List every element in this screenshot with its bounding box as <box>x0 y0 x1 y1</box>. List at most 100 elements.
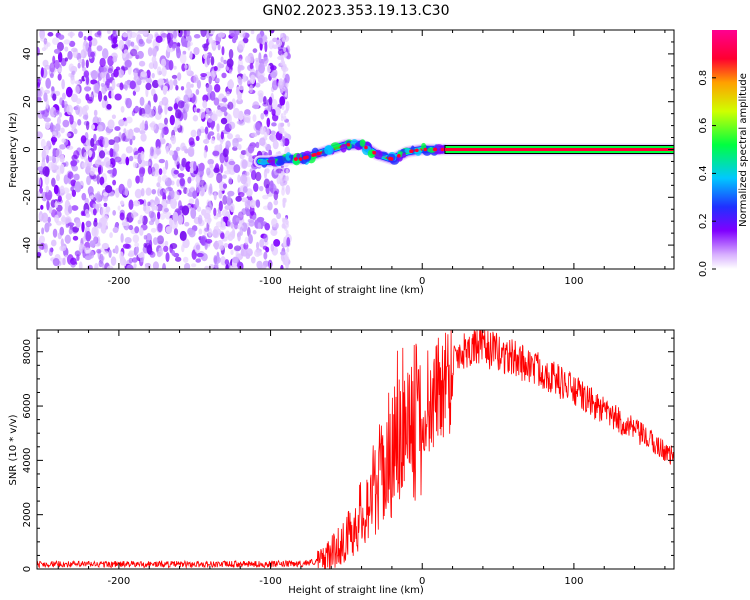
noise-speck <box>155 138 161 149</box>
noise-speck <box>93 143 97 151</box>
noise-speck <box>284 254 288 260</box>
signal-peak <box>415 148 419 153</box>
spectrogram-y-tick-label: -20 <box>22 189 33 205</box>
snr-x-tick-label: 100 <box>564 576 583 587</box>
noise-speck <box>134 105 140 112</box>
noise-speck <box>165 145 169 154</box>
noise-speck <box>208 75 212 85</box>
noise-speck <box>87 46 92 58</box>
noise-speck <box>39 187 43 194</box>
noise-speck <box>100 71 106 79</box>
noise-speck <box>220 56 224 63</box>
noise-speck <box>92 208 97 216</box>
noise-speck <box>265 246 270 253</box>
noise-speck <box>74 181 82 193</box>
noise-speck <box>244 109 251 116</box>
snr-frame <box>36 329 675 570</box>
noise-speck <box>175 146 181 152</box>
noise-speck <box>181 157 187 168</box>
noise-speck <box>99 253 104 265</box>
noise-speck <box>156 182 161 188</box>
noise-speck <box>188 229 196 238</box>
noise-speck <box>270 243 275 252</box>
spectrogram-y-tick-label: 0 <box>22 146 33 152</box>
noise-speck <box>50 136 58 143</box>
noise-speck <box>85 93 90 101</box>
noise-speck <box>235 217 240 222</box>
noise-speck <box>179 178 185 187</box>
noise-speck <box>55 174 60 182</box>
noise-speck <box>112 227 119 234</box>
noise-speck <box>280 251 286 256</box>
noise-speck <box>156 66 162 76</box>
noise-speck <box>77 62 81 69</box>
noise-speck <box>285 187 289 193</box>
noise-speck <box>94 82 100 94</box>
noise-speck <box>200 185 205 196</box>
noise-speck <box>37 166 45 172</box>
noise-speck <box>148 220 155 226</box>
noise-speck <box>258 52 262 62</box>
noise-speck <box>113 68 119 78</box>
noise-speck <box>162 85 169 93</box>
noise-speck <box>84 145 91 151</box>
noise-speck <box>192 115 199 122</box>
noise-speck <box>227 219 232 228</box>
noise-speck <box>84 209 90 215</box>
noise-speck <box>141 159 146 168</box>
noise-speck <box>65 223 70 228</box>
noise-speck <box>44 64 51 70</box>
noise-speck <box>118 119 125 127</box>
noise-speck <box>71 205 79 211</box>
noise-speck <box>94 192 100 200</box>
noise-speck <box>193 74 199 84</box>
signal-peak <box>372 150 376 155</box>
noise-speck <box>213 97 220 106</box>
noise-speck <box>106 82 110 89</box>
noise-speck <box>110 90 115 99</box>
noise-speck <box>129 138 133 146</box>
noise-speck <box>218 63 225 69</box>
noise-speck <box>160 58 167 67</box>
noise-speck <box>169 242 178 250</box>
noise-speck <box>43 39 49 50</box>
noise-speck <box>98 164 104 175</box>
signal-peak <box>298 157 303 161</box>
noise-speck <box>157 78 165 86</box>
noise-speck <box>150 227 157 233</box>
noise-speck <box>73 150 80 159</box>
spectrogram-x-tick-label: 0 <box>419 276 425 287</box>
noise-speck <box>280 141 284 147</box>
noise-speck <box>90 38 98 47</box>
noise-speck <box>153 93 158 103</box>
noise-speck <box>250 30 255 35</box>
noise-speck <box>78 58 83 64</box>
noise-speck <box>135 246 139 254</box>
noise-speck <box>43 117 51 122</box>
noise-speck <box>69 114 74 125</box>
noise-speck <box>280 116 284 122</box>
noise-speck <box>220 117 228 125</box>
noise-speck <box>72 226 80 233</box>
snr-y-tick-label: 2000 <box>22 502 33 527</box>
noise-speck <box>100 82 105 88</box>
colorbar-tick-label: 0.8 <box>698 70 709 86</box>
noise-speck <box>82 66 87 72</box>
noise-speck <box>263 233 269 243</box>
noise-speck <box>103 202 108 208</box>
noise-speck <box>131 210 137 219</box>
noise-speck <box>126 264 134 269</box>
signal-peak <box>293 157 298 161</box>
noise-speck <box>179 230 187 241</box>
noise-speck <box>263 251 268 260</box>
noise-speck <box>256 216 265 223</box>
noise-speck <box>286 247 290 253</box>
noise-speck <box>188 137 195 146</box>
noise-speck <box>228 48 234 60</box>
noise-speck <box>55 123 61 132</box>
noise-speck <box>88 40 92 48</box>
noise-speck <box>190 83 194 88</box>
noise-speck <box>43 92 48 102</box>
noise-speck <box>279 80 283 86</box>
